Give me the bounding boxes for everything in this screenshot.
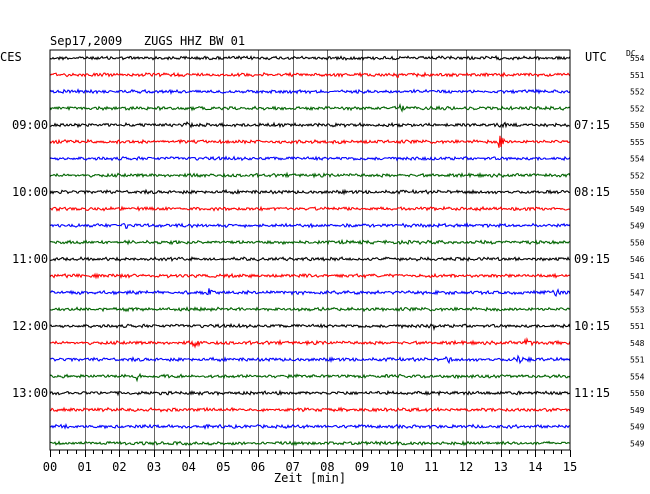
dc-value-label: 554 bbox=[630, 54, 645, 63]
left-hour-label: 12:00 bbox=[12, 319, 48, 333]
dc-value-label: 552 bbox=[630, 171, 645, 180]
x-tick-label: 04 bbox=[181, 460, 195, 474]
dc-value-label: 549 bbox=[630, 222, 645, 231]
trace-line-17 bbox=[49, 337, 571, 349]
x-tick-label: 00 bbox=[43, 460, 57, 474]
dc-value-label: 554 bbox=[630, 155, 645, 164]
x-tick-label: 11 bbox=[424, 460, 438, 474]
left-hour-label: 10:00 bbox=[12, 185, 48, 199]
right-timezone-label: UTC bbox=[585, 50, 607, 64]
trace-line-1 bbox=[49, 71, 571, 79]
right-hour-label: 07:15 bbox=[574, 118, 610, 132]
dc-value-label: 546 bbox=[630, 255, 645, 264]
x-tick-label: 02 bbox=[112, 460, 126, 474]
dc-value-label: 550 bbox=[630, 238, 645, 247]
dc-value-label: 552 bbox=[630, 88, 645, 97]
x-tick-label: 15 bbox=[563, 460, 577, 474]
x-tick-label: 12 bbox=[459, 460, 473, 474]
trace-line-18 bbox=[49, 354, 571, 365]
trace-line-14 bbox=[49, 288, 571, 297]
left-hour-label: 13:00 bbox=[12, 386, 48, 400]
x-tick-label: 14 bbox=[528, 460, 542, 474]
chart-title: Sep17,2009 ZUGS HHZ BW 01 bbox=[50, 34, 245, 48]
trace-line-11 bbox=[49, 238, 571, 246]
trace-layer bbox=[49, 54, 571, 447]
right-hour-label: 09:15 bbox=[574, 252, 610, 266]
left-timezone-label: CES bbox=[0, 50, 22, 64]
dc-header-label: DC bbox=[626, 49, 636, 58]
dc-value-label: 547 bbox=[630, 289, 645, 298]
trace-line-5 bbox=[49, 135, 571, 148]
trace-line-6 bbox=[49, 155, 571, 162]
x-tick-label: 13 bbox=[493, 460, 507, 474]
x-axis-label: Zeit [min] bbox=[274, 471, 346, 485]
left-hour-label: 09:00 bbox=[12, 118, 48, 132]
trace-line-21 bbox=[49, 406, 571, 413]
x-tick-label: 09 bbox=[355, 460, 369, 474]
trace-line-8 bbox=[49, 188, 571, 196]
trace-line-2 bbox=[49, 88, 571, 96]
dc-value-label: 549 bbox=[630, 406, 645, 415]
trace-line-16 bbox=[49, 322, 571, 332]
trace-line-3 bbox=[49, 102, 571, 113]
axis-layer: 554 551 552 552 550 555 554 552 550 549 549 550 546 5… bbox=[12, 49, 645, 474]
trace-line-23 bbox=[49, 439, 571, 447]
grid-layer bbox=[85, 50, 536, 450]
trace-line-22 bbox=[49, 423, 571, 430]
dc-value-label: 550 bbox=[630, 389, 645, 398]
x-tick-label: 01 bbox=[77, 460, 91, 474]
dc-value-label: 551 bbox=[630, 71, 645, 80]
dc-value-label: 551 bbox=[630, 322, 645, 331]
dc-value-label: 551 bbox=[630, 356, 645, 365]
trace-line-10 bbox=[49, 222, 571, 229]
trace-line-9 bbox=[49, 205, 571, 212]
dc-value-label: 555 bbox=[630, 138, 645, 147]
left-hour-label: 11:00 bbox=[12, 252, 48, 266]
trace-line-19 bbox=[49, 372, 571, 383]
dc-value-label: 550 bbox=[630, 121, 645, 130]
dc-value-label: 549 bbox=[630, 439, 645, 448]
trace-line-15 bbox=[49, 306, 571, 313]
right-hour-label: 08:15 bbox=[574, 185, 610, 199]
dc-value-label: 553 bbox=[630, 305, 645, 314]
trace-line-4 bbox=[49, 121, 570, 129]
trace-line-20 bbox=[49, 389, 571, 397]
trace-line-7 bbox=[49, 171, 571, 179]
dc-value-label: 548 bbox=[630, 339, 645, 348]
x-tick-label: 05 bbox=[216, 460, 230, 474]
dc-value-label: 549 bbox=[630, 423, 645, 432]
trace-line-13 bbox=[49, 272, 571, 280]
dc-value-label: 541 bbox=[630, 272, 645, 281]
x-tick-label: 07 bbox=[285, 460, 299, 474]
x-tick-label: 06 bbox=[251, 460, 265, 474]
x-tick-label: 03 bbox=[147, 460, 161, 474]
right-hour-label: 10:15 bbox=[574, 319, 610, 333]
dc-value-label: 549 bbox=[630, 205, 645, 214]
dc-value-label: 552 bbox=[630, 104, 645, 113]
trace-line-12 bbox=[49, 256, 571, 263]
dc-value-label: 550 bbox=[630, 188, 645, 197]
right-hour-label: 11:15 bbox=[574, 386, 610, 400]
label-layer: Sep17,2009 ZUGS HHZ BW 01 CES UTC DC Zei… bbox=[0, 34, 636, 485]
trace-line-0 bbox=[49, 54, 571, 61]
dc-value-label: 554 bbox=[630, 372, 645, 381]
x-tick-label: 08 bbox=[320, 460, 334, 474]
x-tick-label: 10 bbox=[389, 460, 403, 474]
